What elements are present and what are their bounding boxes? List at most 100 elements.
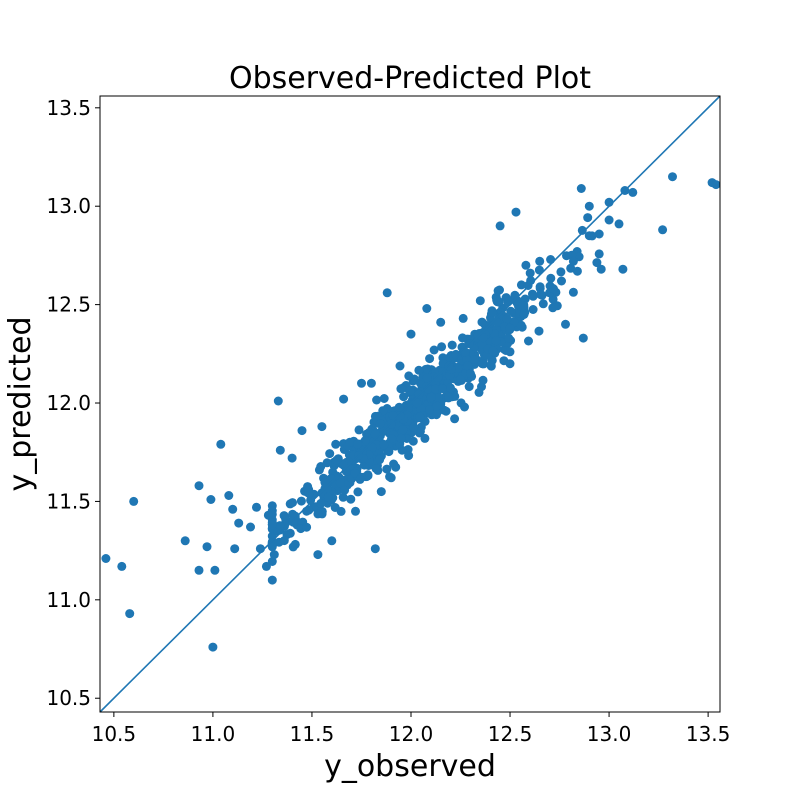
- data-point: [267, 501, 277, 511]
- data-point: [375, 419, 385, 429]
- data-point: [596, 264, 606, 274]
- data-point: [405, 386, 415, 396]
- data-point: [422, 304, 432, 313]
- data-point: [463, 361, 473, 371]
- data-point: [524, 336, 533, 346]
- data-point: [386, 473, 396, 483]
- data-point: [415, 412, 425, 422]
- data-point: [234, 518, 244, 528]
- data-point: [584, 201, 594, 211]
- y-tick-label: 11.5: [46, 489, 91, 513]
- data-point: [314, 465, 324, 475]
- data-point: [353, 487, 363, 497]
- data-point: [583, 213, 593, 223]
- data-point: [210, 565, 220, 575]
- data-point: [285, 528, 295, 538]
- data-point: [465, 369, 475, 378]
- data-point: [317, 422, 327, 432]
- data-point: [387, 434, 397, 444]
- data-point: [252, 502, 261, 512]
- data-point: [572, 266, 582, 276]
- data-point: [477, 359, 487, 369]
- data-point: [414, 365, 424, 375]
- data-point: [535, 256, 545, 266]
- data-point: [415, 427, 425, 436]
- data-point: [422, 373, 432, 383]
- data-point: [267, 520, 277, 530]
- x-tick-label: 11.0: [191, 722, 236, 746]
- data-point: [535, 282, 545, 292]
- data-point: [320, 477, 330, 487]
- data-point: [503, 297, 513, 307]
- data-point: [426, 392, 436, 402]
- data-point: [275, 521, 285, 531]
- data-point: [458, 333, 467, 343]
- data-point: [477, 317, 487, 327]
- data-point: [460, 402, 469, 412]
- data-point: [129, 496, 139, 506]
- data-point: [296, 496, 306, 506]
- y-tick-label: 12.5: [46, 293, 91, 317]
- data-point: [279, 536, 289, 546]
- data-point: [549, 284, 559, 294]
- data-point: [505, 359, 515, 369]
- data-point: [340, 485, 350, 495]
- points-layer: [101, 172, 721, 652]
- data-point: [456, 374, 465, 384]
- data-point: [618, 264, 628, 274]
- data-point: [269, 550, 279, 560]
- data-point: [375, 455, 385, 465]
- data-point: [488, 307, 498, 317]
- data-point: [224, 491, 234, 500]
- data-point: [438, 384, 447, 394]
- y-tick-label: 11.0: [46, 588, 91, 612]
- data-point: [519, 310, 529, 319]
- data-point: [297, 426, 307, 436]
- data-point: [568, 287, 578, 297]
- data-point: [614, 219, 624, 229]
- data-point: [346, 494, 356, 504]
- data-point: [604, 215, 614, 225]
- data-point: [406, 329, 416, 339]
- data-point: [474, 387, 484, 397]
- data-point: [528, 305, 538, 314]
- data-point: [458, 313, 468, 323]
- data-point: [335, 478, 345, 488]
- data-point: [285, 499, 295, 509]
- data-point: [505, 323, 515, 333]
- data-point: [354, 425, 364, 435]
- data-point: [379, 440, 389, 450]
- data-point: [548, 303, 558, 313]
- x-tick-label: 13.5: [686, 722, 731, 746]
- data-point: [273, 396, 283, 406]
- x-tick-label: 10.5: [92, 722, 137, 746]
- data-point: [436, 317, 446, 327]
- data-point: [206, 495, 216, 504]
- x-axis-ticks: 10.5 11.0 11.5 12.0 12.5 13.0 13.5: [92, 712, 731, 746]
- data-point: [447, 340, 457, 350]
- identity-line: [99, 95, 721, 713]
- data-point: [202, 542, 212, 552]
- data-point: [668, 172, 677, 182]
- data-point: [506, 306, 516, 316]
- y-axis-label: y_predicted: [3, 316, 38, 491]
- data-point: [399, 392, 409, 402]
- data-point: [546, 255, 556, 264]
- data-point: [117, 561, 127, 571]
- data-point: [125, 609, 135, 619]
- data-point: [267, 575, 277, 585]
- data-point: [379, 394, 389, 403]
- data-point: [536, 290, 546, 300]
- data-point: [389, 459, 399, 469]
- chart-title: Observed-Predicted Plot: [229, 61, 591, 96]
- data-point: [469, 355, 479, 364]
- data-point: [423, 384, 433, 394]
- data-point: [355, 474, 365, 484]
- data-point: [475, 296, 485, 306]
- data-point: [261, 561, 271, 571]
- data-point: [488, 346, 498, 356]
- data-point: [395, 361, 405, 371]
- data-point: [453, 363, 463, 373]
- y-tick-label: 13.0: [46, 194, 91, 218]
